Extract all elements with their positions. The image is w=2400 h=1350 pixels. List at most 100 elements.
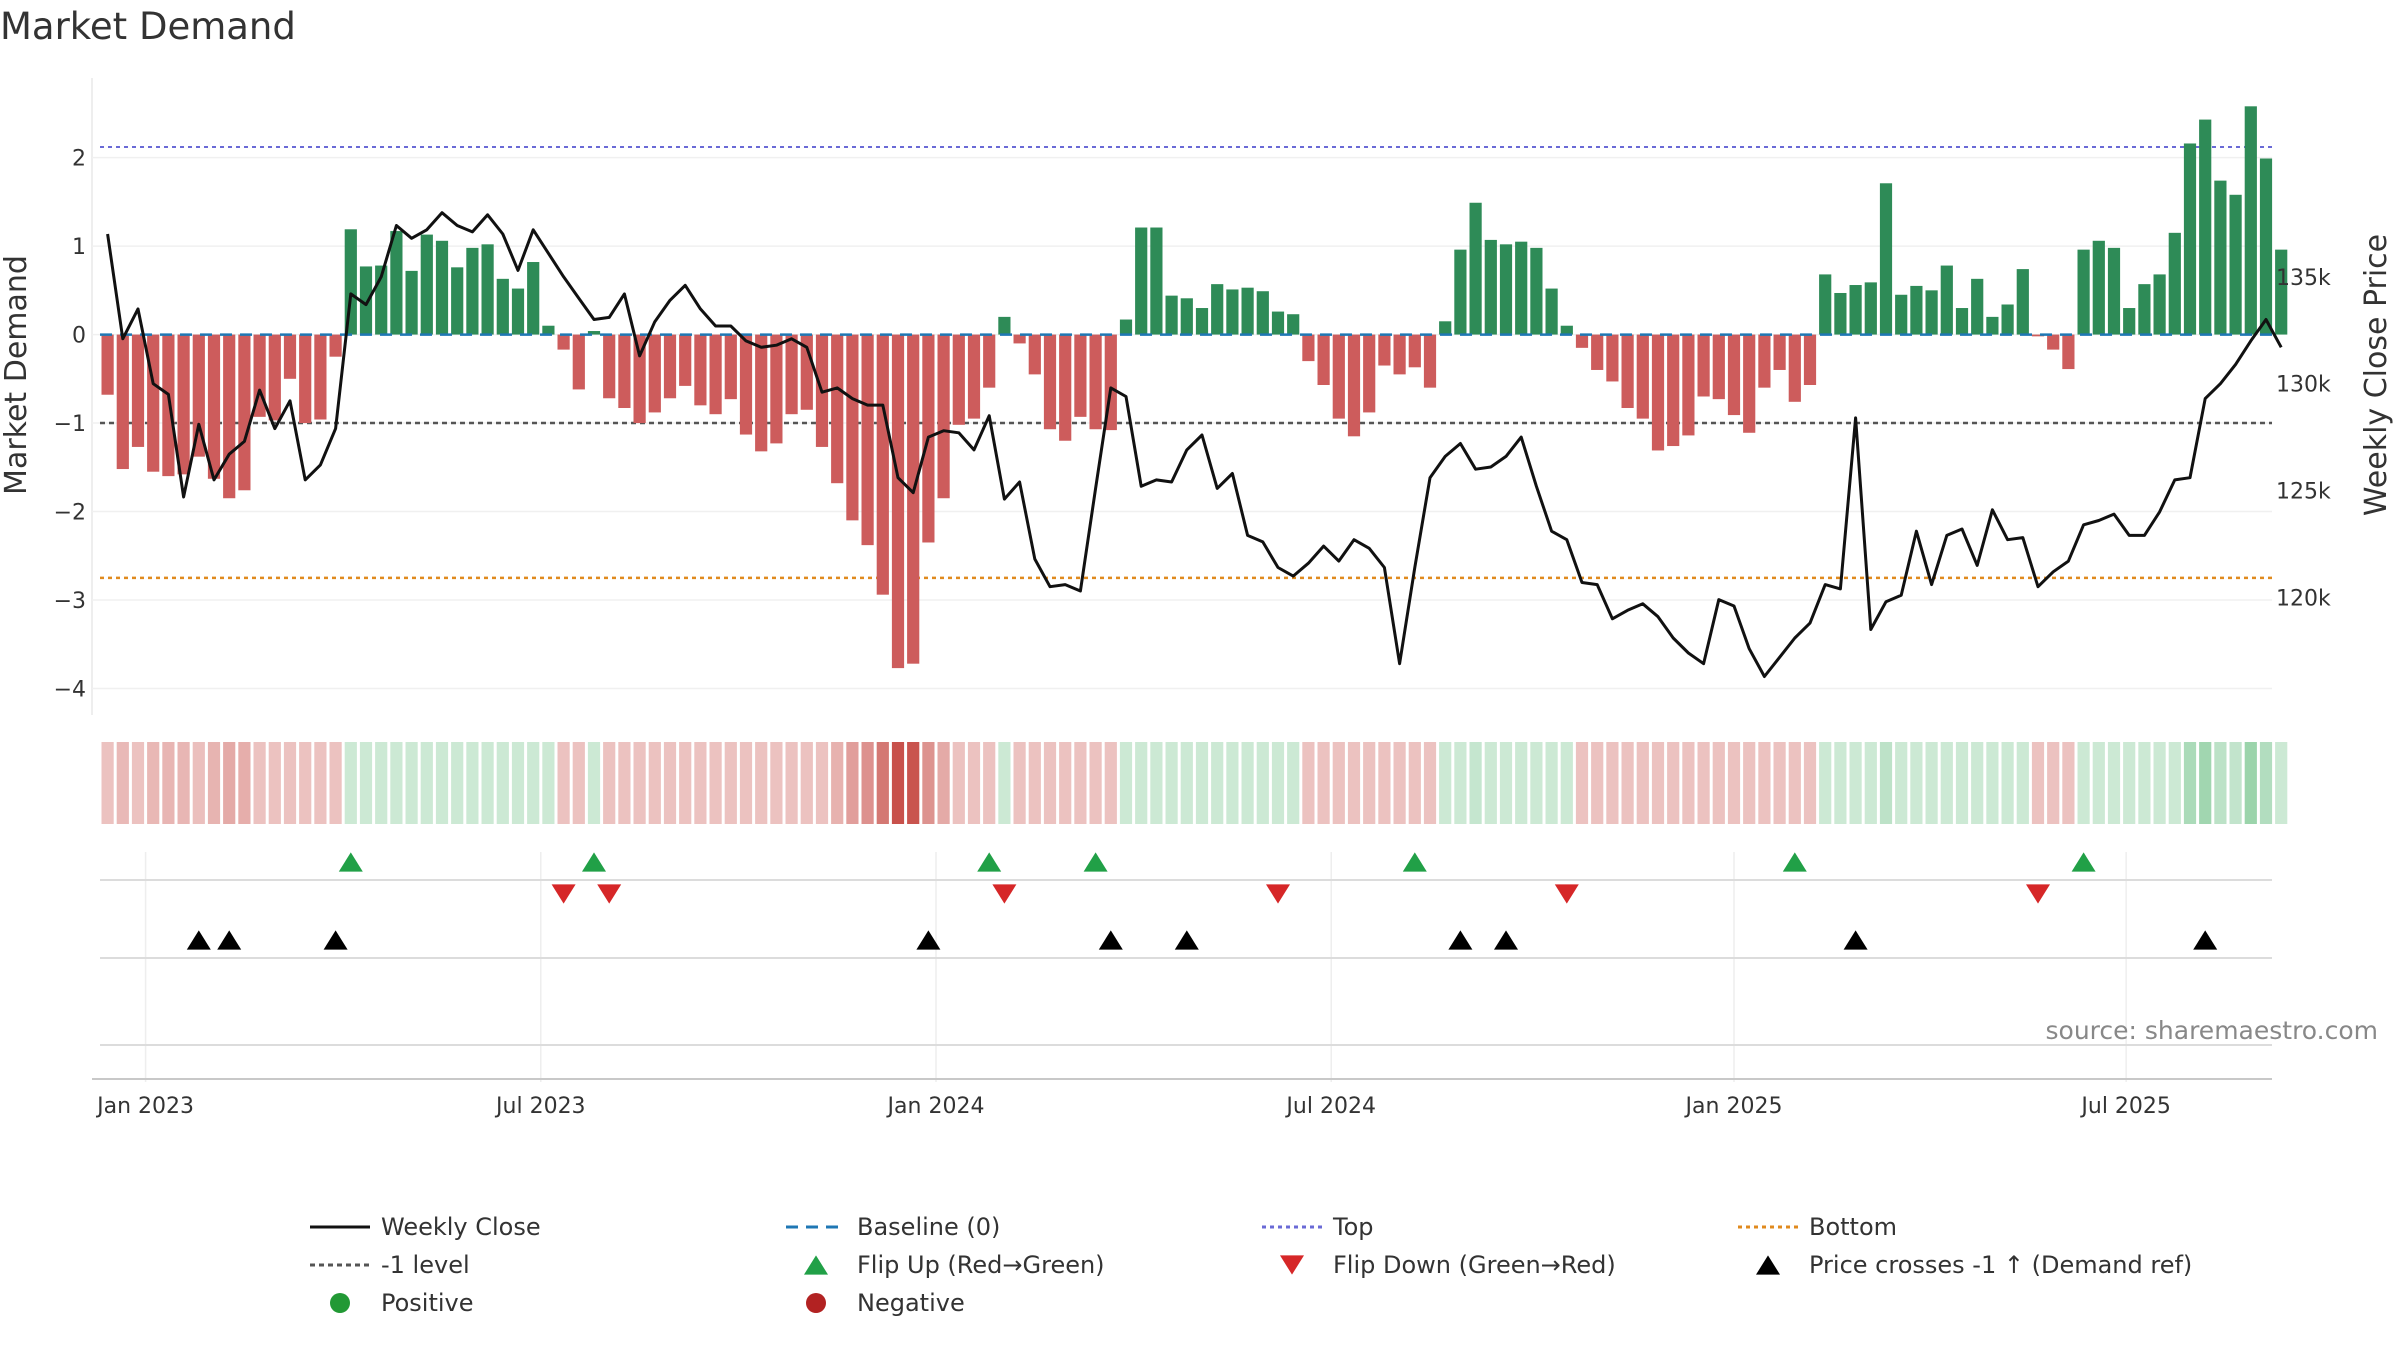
demand-bar <box>542 325 555 335</box>
heat-cell <box>359 742 373 824</box>
demand-bar <box>299 334 312 424</box>
legend-label-minus1: -1 level <box>381 1251 470 1279</box>
heat-cell <box>1089 742 1102 824</box>
heat-cell <box>1727 742 1741 824</box>
heat-cell <box>709 742 722 824</box>
demand-bar <box>709 334 722 415</box>
heat-cell <box>618 742 631 824</box>
heat-cell <box>1682 742 1695 824</box>
flip-down-marker <box>1554 884 1579 904</box>
demand-bar <box>1211 284 1224 335</box>
heat-cell <box>557 742 570 824</box>
price-cross-marker <box>1174 930 1199 950</box>
demand-bar <box>1864 282 1877 335</box>
heat-cell <box>1530 742 1543 824</box>
price-cross-marker <box>1494 930 1518 950</box>
demand-bar <box>572 334 585 390</box>
heat-cell <box>1499 742 1513 824</box>
demand-bar <box>2107 247 2121 335</box>
heat-cell <box>1788 742 1801 824</box>
heat-cell <box>177 742 190 824</box>
heat-cell <box>268 742 281 824</box>
demand-bar <box>1499 244 1513 335</box>
heat-cell <box>314 742 327 824</box>
heat-cell <box>390 742 403 824</box>
demand-bar <box>162 334 175 477</box>
heat-cell <box>2107 742 2121 824</box>
demand-bar <box>2229 194 2242 335</box>
demand-bar <box>314 334 327 420</box>
demand-bar <box>1393 334 1406 375</box>
left-tick-label: 1 <box>72 235 86 260</box>
flip-up-marker <box>1402 852 1427 872</box>
heat-cell <box>1636 742 1649 824</box>
legend-swatch-neg <box>806 1293 826 1313</box>
heat-cell <box>466 742 479 824</box>
demand-bar <box>390 231 403 335</box>
demand-heatmap-strip <box>101 742 2288 824</box>
heat-cell <box>1606 742 1619 824</box>
legend-label-flipdown: Flip Down (Green→Red) <box>1333 1251 1616 1279</box>
heat-cell <box>1423 742 1437 824</box>
heat-cell <box>511 742 525 824</box>
demand-bar <box>2031 334 2045 337</box>
heat-cell <box>891 742 905 824</box>
heat-cell <box>2168 742 2181 824</box>
demand-bar <box>2199 119 2212 335</box>
signal-panels: Jan 2023 Jul 2023 Jan 2024 Jul 2024 Jan 2025… <box>92 852 2378 1119</box>
demand-bar <box>1119 319 1133 335</box>
demand-bar <box>648 334 661 413</box>
heat-cell <box>907 742 920 824</box>
demand-bar <box>694 334 707 406</box>
flip-up-marker <box>582 852 606 872</box>
demand-bar <box>876 334 889 595</box>
demand-bar <box>1560 325 1573 335</box>
heat-cell <box>1180 742 1193 824</box>
demand-bar <box>770 334 783 444</box>
demand-bar <box>1347 334 1361 437</box>
source-note: source: sharemaestro.com <box>2046 1016 2379 1045</box>
heat-cell <box>1135 742 1148 824</box>
heat-cell <box>344 742 357 824</box>
heat-cell <box>1469 742 1482 824</box>
demand-bar <box>739 334 753 435</box>
demand-bar <box>1180 298 1193 335</box>
heat-cell <box>755 742 768 824</box>
heat-cell <box>299 742 312 824</box>
demand-bar <box>1606 334 1619 382</box>
legend-label-flipup: Flip Up (Red→Green) <box>857 1251 1105 1279</box>
heat-cell <box>679 742 692 824</box>
heat-cell <box>998 742 1011 824</box>
heat-cell <box>633 742 646 824</box>
heat-cell <box>1925 742 1938 824</box>
heat-cell <box>1408 742 1421 824</box>
demand-bar <box>2138 284 2151 335</box>
heat-cell <box>694 742 707 824</box>
demand-bar <box>420 234 433 335</box>
demand-bar <box>2092 240 2105 335</box>
flip-up-markers <box>338 852 2096 872</box>
heat-cell <box>1256 742 1269 824</box>
legend-label-bottom: Bottom <box>1809 1213 1897 1241</box>
heat-cell <box>1910 742 1923 824</box>
demand-bar <box>2183 143 2197 335</box>
heat-cell <box>2153 742 2166 824</box>
demand-bar <box>1651 334 1665 451</box>
demand-bar <box>724 334 737 400</box>
left-axis-ticks: 2 1 0 −1 −2 −3 −4 <box>54 147 86 703</box>
legend-item-baseline: Baseline (0) <box>786 1213 1000 1241</box>
heat-cell <box>1332 742 1345 824</box>
heat-cell <box>1895 742 1908 824</box>
left-axis-label: Market Demand <box>0 255 34 495</box>
demand-bar <box>891 334 905 669</box>
x-tick-label: Jan 2025 <box>1684 1094 1783 1119</box>
heat-cell <box>967 742 981 824</box>
demand-bar <box>755 334 768 452</box>
demand-bar <box>1682 334 1695 436</box>
heat-cell <box>2077 742 2090 824</box>
legend-label-top: Top <box>1332 1213 1374 1241</box>
flip-up-marker <box>2071 852 2096 872</box>
flip-up-marker <box>977 852 1002 872</box>
demand-bar <box>1089 334 1102 430</box>
